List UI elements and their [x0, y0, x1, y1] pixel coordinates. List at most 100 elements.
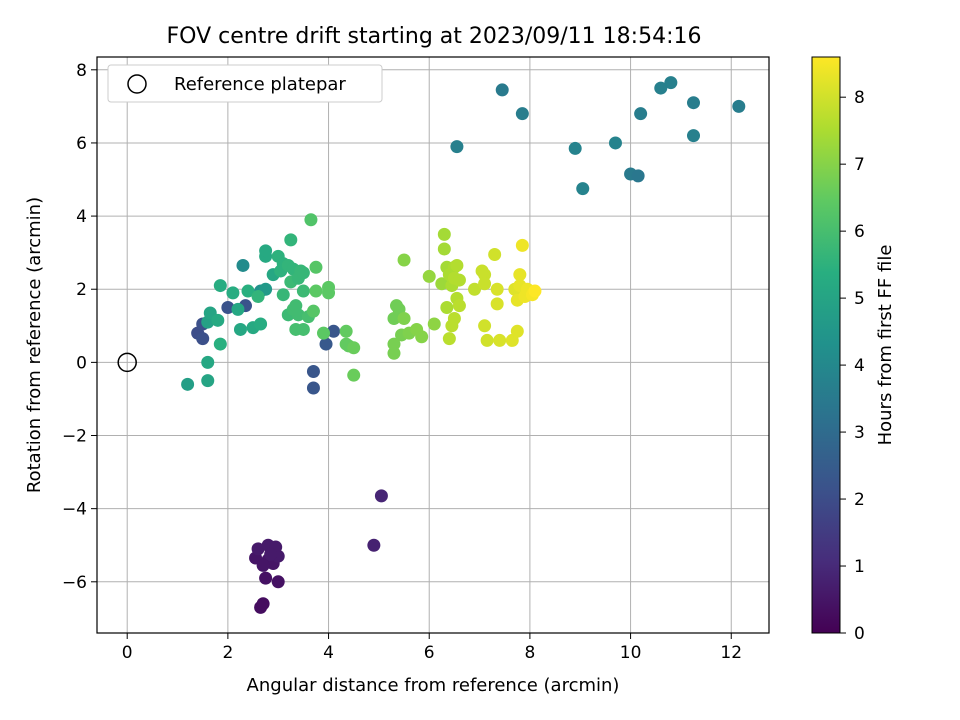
- y-tick-label: −2: [62, 427, 87, 447]
- data-point: [322, 286, 336, 300]
- data-point: [387, 311, 401, 325]
- data-point: [347, 368, 361, 382]
- data-point: [450, 258, 464, 272]
- data-point: [259, 571, 273, 585]
- data-point: [478, 268, 492, 282]
- x-axis-label: Angular distance from reference (arcmin): [247, 675, 620, 696]
- y-tick-label: 4: [76, 207, 87, 227]
- data-point: [306, 304, 320, 318]
- x-tick-label: 12: [720, 643, 742, 663]
- data-point: [387, 337, 401, 351]
- data-point: [513, 268, 527, 282]
- data-point: [480, 333, 494, 347]
- data-points: [181, 76, 746, 614]
- data-point: [634, 107, 648, 121]
- data-point: [490, 282, 504, 296]
- data-point: [254, 317, 268, 331]
- x-tick-label: 2: [222, 643, 233, 663]
- data-point: [422, 269, 436, 283]
- colorbar-label: Hours from first FF file: [875, 245, 896, 446]
- y-tick-label: 8: [76, 61, 87, 81]
- colorbar-tick-label: 2: [854, 490, 865, 510]
- data-point: [608, 136, 622, 150]
- data-point: [291, 308, 305, 322]
- y-tick-label: −6: [62, 573, 87, 593]
- data-point: [493, 333, 507, 347]
- data-point: [211, 313, 225, 327]
- data-point: [317, 326, 331, 340]
- legend: Reference platepar: [107, 64, 383, 103]
- data-point: [296, 322, 310, 336]
- data-point: [309, 260, 323, 274]
- colorbar: [811, 56, 841, 634]
- reference-platepar-marker: [117, 352, 137, 373]
- data-point: [568, 141, 582, 155]
- data-point: [510, 324, 524, 338]
- data-point: [452, 273, 466, 287]
- data-point: [306, 365, 320, 379]
- y-tick-label: 2: [76, 280, 87, 300]
- data-point: [347, 341, 361, 355]
- data-point: [309, 284, 323, 298]
- plot-frame: [96, 56, 770, 634]
- data-point: [686, 96, 700, 110]
- colorbar-tick-label: 4: [854, 356, 865, 376]
- chart-title: FOV centre drift starting at 2023/09/11 …: [167, 24, 702, 49]
- data-point: [427, 317, 441, 331]
- data-point: [231, 302, 245, 316]
- data-point: [251, 542, 265, 556]
- data-point: [576, 182, 590, 196]
- colorbar-tick-label: 1: [854, 557, 865, 577]
- data-point: [306, 381, 320, 395]
- data-point: [387, 346, 401, 360]
- colorbar-tick-label: 8: [854, 88, 865, 108]
- y-tick-label: −4: [62, 500, 87, 520]
- data-point: [327, 324, 341, 338]
- data-point: [490, 297, 504, 311]
- data-point: [319, 337, 333, 351]
- x-tick-label: 6: [424, 643, 435, 663]
- x-axis-ticks: 0 2 4 6 8 10 12: [122, 633, 742, 663]
- data-point: [213, 279, 227, 293]
- data-point: [276, 288, 290, 302]
- y-tick-label: 6: [76, 134, 87, 154]
- legend-box: [107, 64, 383, 103]
- y-axis-ticks: −6 −4 −2 0 2 4 6 8: [62, 61, 97, 593]
- data-point: [284, 233, 298, 247]
- data-point: [664, 76, 678, 90]
- colorbar-tick-label: 3: [854, 423, 865, 443]
- data-point: [201, 374, 215, 388]
- data-point: [488, 247, 502, 261]
- data-point: [259, 244, 273, 258]
- data-point: [478, 319, 492, 333]
- data-point: [256, 597, 270, 611]
- colorbar-tick-label: 0: [854, 624, 865, 644]
- x-tick-label: 0: [122, 643, 133, 663]
- data-point: [241, 284, 255, 298]
- data-point: [233, 322, 247, 336]
- data-point: [445, 319, 459, 333]
- data-point: [468, 282, 482, 296]
- data-point: [732, 99, 746, 113]
- colorbar-ticks: 0 1 2 3 4 5 6 7 8: [840, 88, 865, 644]
- data-point: [528, 284, 542, 298]
- data-point: [478, 277, 492, 291]
- data-point: [226, 286, 240, 300]
- data-point: [452, 299, 466, 313]
- data-point: [296, 266, 310, 280]
- data-point: [236, 258, 250, 272]
- data-point: [304, 213, 318, 227]
- data-point: [251, 290, 265, 304]
- data-point: [201, 355, 215, 369]
- x-tick-label: 4: [323, 643, 334, 663]
- data-point: [442, 332, 456, 346]
- y-axis-label: Rotation from reference (arcmin): [24, 197, 45, 493]
- colorbar-tick-label: 5: [854, 289, 865, 309]
- colorbar-tick-label: 7: [854, 155, 865, 175]
- data-point: [654, 81, 668, 95]
- data-point: [221, 301, 235, 315]
- data-point: [686, 129, 700, 143]
- y-tick-label: 0: [76, 353, 87, 373]
- data-point: [397, 253, 411, 267]
